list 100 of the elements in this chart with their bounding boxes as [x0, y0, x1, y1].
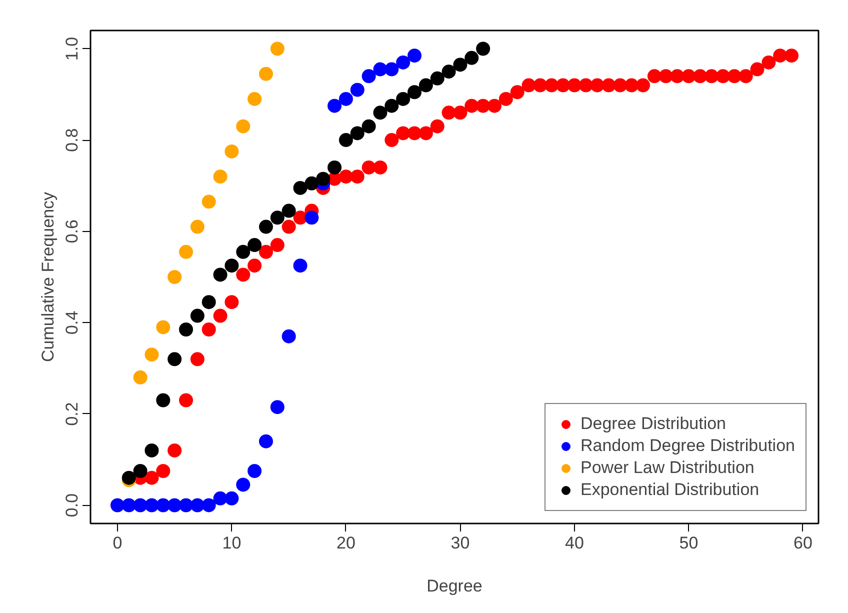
- point: [122, 470, 136, 485]
- point: [270, 400, 284, 414]
- y-tick-label: 0.2: [62, 402, 82, 426]
- point: [248, 258, 262, 273]
- point: [248, 464, 262, 478]
- point: [487, 98, 502, 113]
- point: [144, 470, 159, 485]
- point: [384, 133, 399, 148]
- point: [613, 78, 628, 92]
- point: [350, 126, 364, 140]
- y-tick-label: 0.6: [62, 220, 82, 244]
- point: [304, 176, 319, 190]
- point: [202, 498, 216, 512]
- point: [338, 133, 353, 148]
- point: [144, 348, 159, 362]
- x-tick-label: 20: [336, 534, 356, 552]
- point: [224, 491, 239, 506]
- point: [282, 220, 296, 234]
- point: [168, 270, 182, 284]
- point: [133, 464, 148, 478]
- point: [236, 268, 250, 282]
- point: [179, 244, 194, 259]
- point: [270, 238, 284, 252]
- point: [373, 62, 388, 76]
- y-tick-label: 0.8: [62, 128, 82, 152]
- point: [396, 92, 410, 106]
- point: [442, 64, 456, 79]
- point: [396, 55, 410, 70]
- point: [304, 210, 319, 225]
- point: [544, 78, 559, 92]
- point: [316, 172, 330, 186]
- point: [213, 491, 228, 506]
- point: [213, 308, 228, 323]
- point: [693, 69, 708, 84]
- point: [418, 78, 433, 92]
- point: [133, 370, 148, 384]
- point: [784, 48, 799, 63]
- point: [408, 48, 422, 63]
- point: [408, 85, 422, 100]
- legend-label: Degree Distribution: [580, 414, 726, 434]
- point: [258, 244, 273, 259]
- point: [236, 478, 250, 492]
- point: [430, 71, 444, 86]
- point: [408, 126, 422, 140]
- point: [258, 434, 273, 448]
- point: [122, 498, 136, 512]
- point: [567, 78, 582, 92]
- point: [418, 126, 433, 140]
- point: [373, 106, 388, 120]
- x-axis-title: Degree: [426, 576, 482, 596]
- point: [328, 98, 342, 113]
- point: [156, 498, 170, 512]
- point: [704, 69, 719, 84]
- point: [362, 160, 376, 174]
- point: [328, 160, 342, 174]
- point: [636, 78, 650, 92]
- y-tick-label: 1.0: [62, 36, 82, 61]
- point: [624, 78, 639, 92]
- point: [202, 322, 216, 336]
- point: [156, 393, 170, 408]
- point: [270, 210, 284, 225]
- point: [133, 498, 148, 512]
- point: [190, 220, 204, 234]
- point: [476, 42, 490, 56]
- legend-label: Exponential Distribution: [580, 480, 760, 500]
- x-tick-label: 40: [565, 534, 584, 552]
- point: [396, 126, 410, 140]
- point: [224, 295, 239, 310]
- point: [556, 78, 570, 92]
- point: [350, 82, 364, 97]
- point: [373, 160, 388, 174]
- point: [476, 98, 490, 113]
- point: [190, 498, 204, 512]
- point: [190, 352, 204, 366]
- y-tick-label: 0.4: [62, 310, 82, 334]
- point: [350, 170, 364, 184]
- point: [190, 308, 204, 323]
- legend-label: Random Degree Distribution: [580, 436, 795, 456]
- point: [384, 62, 399, 76]
- point: [578, 78, 593, 92]
- point: [168, 443, 182, 458]
- point: [282, 204, 296, 218]
- point: [602, 78, 616, 92]
- point: [647, 69, 662, 84]
- x-tick-label: 50: [679, 534, 698, 552]
- point: [384, 98, 399, 113]
- point: [362, 69, 376, 84]
- point: [510, 85, 524, 100]
- point: [670, 69, 684, 84]
- point: [224, 258, 239, 273]
- point: [293, 258, 308, 273]
- point: [179, 322, 194, 336]
- y-tick-label: 0.0: [62, 493, 82, 518]
- point: [293, 181, 308, 195]
- point: [110, 498, 124, 512]
- x-tick-label: 30: [450, 534, 470, 552]
- point: [590, 78, 604, 92]
- point: [658, 69, 673, 84]
- point: [179, 498, 194, 512]
- point: [522, 78, 536, 92]
